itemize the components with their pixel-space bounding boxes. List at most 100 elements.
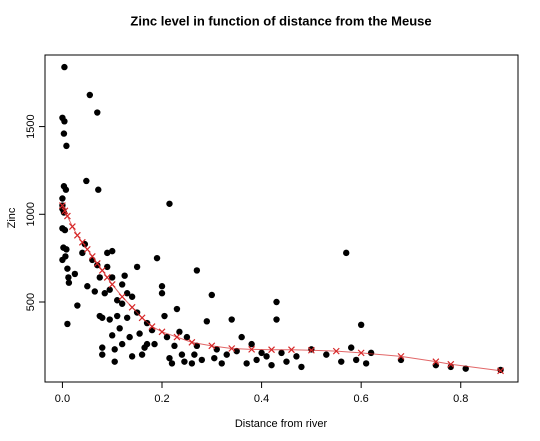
data-point xyxy=(213,346,220,353)
data-point xyxy=(65,279,73,286)
data-point xyxy=(218,360,225,367)
data-point xyxy=(298,363,305,371)
data-point xyxy=(163,333,171,341)
data-point xyxy=(133,263,141,271)
data-point xyxy=(193,267,201,274)
data-point xyxy=(74,302,81,309)
plot-frame xyxy=(44,54,519,383)
data-point xyxy=(248,340,255,348)
fit-marker xyxy=(248,345,256,353)
fit-marker xyxy=(228,345,236,352)
data-point xyxy=(497,366,504,374)
data-point xyxy=(113,312,121,320)
data-point xyxy=(83,177,90,185)
y-tick-label: 1500 xyxy=(25,114,37,138)
data-point xyxy=(118,300,126,307)
fit-marker xyxy=(158,328,166,336)
data-point xyxy=(176,328,183,336)
fit-marker xyxy=(148,323,156,330)
data-point xyxy=(203,318,211,325)
data-point xyxy=(101,290,108,297)
data-point xyxy=(178,351,186,358)
fit-marker xyxy=(288,346,295,354)
data-point xyxy=(64,265,71,272)
data-point xyxy=(126,333,133,341)
fit-marker xyxy=(357,349,365,357)
data-point xyxy=(357,321,365,329)
data-point xyxy=(136,330,143,337)
data-point xyxy=(188,360,196,367)
data-point xyxy=(111,346,118,353)
fit-marker xyxy=(268,346,275,354)
data-point xyxy=(62,253,69,260)
data-point xyxy=(138,351,146,358)
data-point xyxy=(168,360,176,367)
data-point xyxy=(158,290,166,297)
fit-marker xyxy=(73,231,81,239)
fit-marker xyxy=(138,314,146,322)
data-point xyxy=(123,290,131,297)
fit-marker xyxy=(103,274,111,281)
x-tick-label: 0.4 xyxy=(254,393,269,405)
data-point xyxy=(352,356,360,364)
chart-title: Zinc level in function of distance from … xyxy=(130,13,431,28)
data-point xyxy=(128,293,136,300)
data-point xyxy=(273,298,280,306)
data-point xyxy=(343,249,350,257)
data-point xyxy=(118,281,126,288)
fit-marker xyxy=(128,303,136,311)
data-point xyxy=(61,226,69,234)
data-point xyxy=(253,356,260,364)
data-point xyxy=(153,254,161,262)
fit-marker xyxy=(108,281,116,288)
data-point xyxy=(60,130,68,137)
data-point xyxy=(94,109,101,116)
data-point xyxy=(432,361,440,369)
data-point xyxy=(323,351,330,358)
data-point xyxy=(99,351,106,358)
data-point xyxy=(166,200,173,207)
data-point xyxy=(96,274,103,281)
fit-marker xyxy=(497,367,504,375)
data-point xyxy=(143,319,151,327)
data-point xyxy=(104,263,111,271)
data-point xyxy=(161,312,168,320)
data-point xyxy=(211,354,218,362)
data-point xyxy=(228,316,235,323)
fit-marker xyxy=(93,259,101,267)
data-point xyxy=(238,333,245,341)
data-point xyxy=(94,261,101,269)
data-point xyxy=(71,270,79,278)
fit-marker xyxy=(63,212,71,220)
data-point xyxy=(111,358,118,365)
fit-marker xyxy=(173,333,181,341)
data-point xyxy=(166,354,173,362)
y-axis-label: Zinc xyxy=(6,207,18,228)
data-point xyxy=(99,344,106,351)
data-point xyxy=(106,316,113,323)
data-point xyxy=(397,356,405,364)
data-point xyxy=(173,305,181,313)
data-point xyxy=(263,353,270,360)
data-point xyxy=(109,332,116,339)
fit-marker xyxy=(307,346,315,354)
data-point xyxy=(86,91,94,99)
data-point xyxy=(171,342,178,350)
fit-marker xyxy=(432,358,440,366)
data-point xyxy=(64,320,71,328)
data-point xyxy=(109,274,116,281)
data-point xyxy=(208,291,215,299)
data-point xyxy=(308,346,315,353)
fit-marker xyxy=(68,223,76,230)
data-point xyxy=(243,360,250,367)
data-point xyxy=(123,314,131,321)
data-point xyxy=(181,358,188,365)
data-point xyxy=(99,314,106,321)
data-point xyxy=(338,358,345,365)
data-point xyxy=(59,195,66,202)
data-point xyxy=(95,186,102,193)
data-point xyxy=(84,283,91,290)
fit-marker xyxy=(98,267,106,274)
data-point xyxy=(268,361,275,369)
